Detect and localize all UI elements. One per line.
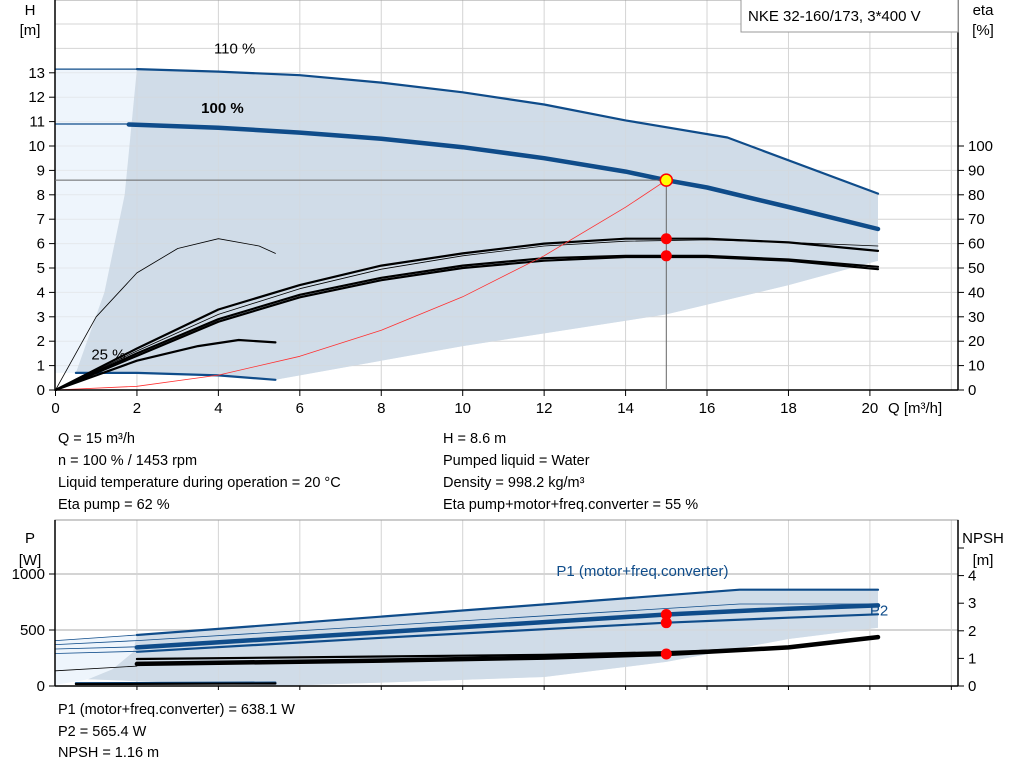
x-tick-label: 18	[780, 400, 797, 417]
y2-axis-label: eta	[973, 2, 995, 19]
curve-1-5	[55, 650, 138, 654]
curve-1-8	[74, 682, 277, 686]
curve-0-1	[135, 68, 880, 195]
y-tick-label: 12	[28, 89, 45, 106]
y2-axis-label: NPSH	[962, 530, 1004, 547]
curve-label: P1 (motor+freq.converter)	[556, 563, 728, 580]
x-tick-label: 14	[617, 400, 634, 417]
y-tick-label: 11	[29, 114, 45, 131]
operating-point-p	[660, 609, 672, 621]
y2-tick-label: 30	[968, 309, 985, 326]
x-axis-label: Q [m³/h]	[888, 400, 942, 417]
y-tick-label: 0	[37, 382, 45, 399]
info-p1: P1 (motor+freq.converter) = 638.1 W	[58, 702, 295, 718]
info-eta-total: Eta pump+motor+freq.converter = 55 %	[443, 497, 699, 513]
y2-tick-label: 20	[968, 333, 985, 350]
y2-tick-label: 100	[968, 138, 993, 155]
curve-0-7	[54, 237, 880, 392]
info-npsh: NPSH = 1.16 m	[58, 745, 160, 761]
x-tick-label: 20	[862, 400, 879, 417]
y2-tick-label: 90	[968, 162, 985, 179]
info-liquid: Pumped liquid = Water	[443, 453, 590, 469]
curve-label: 100 %	[201, 100, 244, 117]
y2-tick-label: 40	[968, 284, 985, 301]
curve-0-9	[54, 254, 880, 392]
duty-point	[659, 173, 674, 187]
x-tick-label: 12	[536, 400, 553, 417]
curve-label: 25 %	[91, 347, 125, 364]
y2-tick-label: 1	[968, 650, 976, 667]
y-tick-label: 3	[37, 309, 45, 326]
y-tick-label: 13	[28, 65, 45, 82]
y-tick-label: 5	[37, 260, 45, 277]
x-tick-label: 16	[699, 400, 716, 417]
y2-tick-label: 50	[968, 260, 985, 277]
x-tick-label: 6	[296, 400, 304, 417]
y2-tick-label: 0	[968, 382, 976, 399]
curve-1-10	[134, 634, 881, 667]
curve-0-11	[55, 179, 667, 391]
y-tick-label: 2	[37, 333, 45, 350]
operating-point-p	[660, 617, 672, 629]
y-axis-unit: [m]	[20, 22, 41, 39]
y-axis-unit: [W]	[19, 552, 42, 569]
curve-0-3	[126, 122, 881, 232]
y-tick-label: 10	[28, 138, 45, 155]
operating-point-npsh	[660, 648, 672, 660]
legend-box	[740, 0, 959, 33]
x-tick-label: 8	[377, 400, 385, 417]
curve-0-5	[55, 238, 276, 391]
curve-1-3	[55, 646, 138, 650]
y-axis-label: P	[25, 530, 35, 547]
y-tick-label: 9	[37, 162, 45, 179]
y2-tick-label: 4	[968, 568, 976, 585]
y2-tick-label: 2	[968, 623, 976, 640]
curve-1-0	[55, 634, 138, 641]
info-temperature: Liquid temperature during operation = 20…	[58, 475, 341, 491]
y2-tick-label: 0	[968, 678, 976, 695]
legend-text: NKE 32-160/173, 3*400 V	[748, 8, 921, 25]
y-tick-label: 4	[37, 284, 45, 301]
curve-0-8	[55, 239, 879, 391]
x-tick-label: 2	[133, 400, 141, 417]
y-tick-label: 500	[20, 622, 45, 639]
y-tick-label: 7	[37, 211, 45, 228]
curve-1-11	[135, 646, 790, 661]
y2-tick-label: 80	[968, 187, 985, 204]
curve-label: 110 %	[214, 40, 255, 57]
info-density: Density = 998.2 kg/m³	[443, 475, 585, 491]
info-speed: n = 100 % / 1453 rpm	[58, 453, 198, 469]
y2-axis-unit: [%]	[972, 22, 994, 39]
curve-0-4	[74, 371, 277, 381]
curve-1-2	[55, 603, 879, 645]
y-tick-label: 8	[37, 187, 45, 204]
curve-label: P2	[870, 602, 888, 619]
y2-axis-unit: [m]	[973, 552, 994, 569]
y-tick-label: 6	[37, 236, 45, 253]
curve-1-1	[135, 588, 880, 637]
y2-tick-label: 70	[968, 211, 985, 228]
eta-pump-point	[660, 233, 672, 245]
operating-region-overlay	[55, 69, 137, 373]
y-tick-label: 1000	[12, 566, 45, 583]
eta-total-point	[660, 250, 672, 262]
y2-tick-label: 60	[968, 236, 985, 253]
y-tick-label: 0	[37, 678, 45, 695]
y-axis-label: H	[25, 2, 36, 19]
curve-1-9	[55, 665, 138, 672]
x-tick-label: 0	[51, 400, 59, 417]
y-tick-label: 1	[37, 358, 45, 375]
curve-0-10	[54, 255, 880, 392]
info-h: H = 8.6 m	[443, 431, 507, 447]
info-q: Q = 15 m³/h	[58, 431, 135, 447]
curve-0-6	[54, 338, 277, 392]
y2-tick-label: 3	[968, 595, 976, 612]
info-eta-pump: Eta pump = 62 %	[58, 497, 170, 513]
x-tick-label: 10	[454, 400, 471, 417]
y2-tick-label: 10	[968, 358, 985, 375]
info-p2: P2 = 565.4 W	[58, 724, 147, 740]
x-tick-label: 4	[214, 400, 222, 417]
